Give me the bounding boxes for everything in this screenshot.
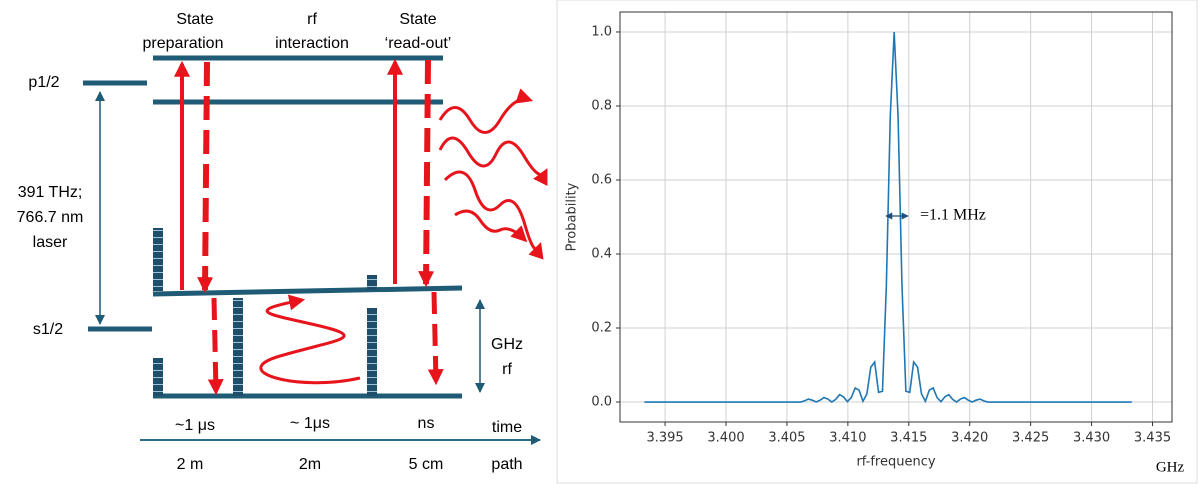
x-tick-label: 3.430 (1073, 431, 1110, 446)
transition-label: 766.7 nm (17, 209, 84, 226)
level-diagram: State preparation rf interaction State ‘… (17, 11, 548, 473)
axis-label: time (492, 419, 522, 436)
y-tick-label: 1.0 (591, 24, 612, 39)
level-label: p1/2 (28, 74, 59, 91)
stage-time: ~ 1μs (290, 415, 330, 432)
x-tick-label: 3.415 (890, 431, 927, 446)
x-tick-label: 3.425 (1012, 431, 1049, 446)
transition-label: 391 THz; (18, 184, 83, 201)
stage-title: interaction (275, 35, 349, 52)
x-tick-label: 3.405 (768, 431, 805, 446)
stage-title: ‘read-out’ (385, 35, 452, 52)
x-tick-label: 3.395 (646, 431, 683, 446)
y-tick-label: 0.4 (591, 247, 612, 262)
stage-title: State (399, 11, 436, 28)
stage-title: preparation (143, 35, 224, 52)
transition-label: laser (33, 234, 68, 251)
x-tick-label: 3.435 (1134, 431, 1171, 446)
chart: rf-frequency Probability GHz 3.395 3.400 3… (556, 0, 1198, 484)
rf-label: rf (502, 361, 512, 378)
chart-frame (556, 0, 1198, 484)
population-bars (153, 228, 377, 396)
stage-title: State (176, 11, 213, 28)
data-line (644, 31, 1132, 404)
stage-path: 5 cm (409, 456, 444, 473)
energy-levels (83, 55, 463, 399)
y-tick-label: 0.8 (591, 98, 612, 113)
stage-path: 2m (299, 456, 321, 473)
x-unit: GHz (1156, 459, 1185, 475)
annotation: =1.1 MHz (920, 207, 986, 224)
rf-label: GHz (491, 336, 523, 353)
x-tick-label: 3.410 (829, 431, 866, 446)
stage-title: rf (307, 11, 317, 28)
axis-label: path (491, 456, 522, 473)
y-tick-label: 0.2 (591, 321, 612, 336)
level-label: s1/2 (33, 321, 63, 338)
stage-path: 2 m (177, 456, 204, 473)
plot-frame (619, 11, 1173, 423)
x-tick-label: 3.420 (951, 431, 988, 446)
x-axis-label: rf-frequency (856, 455, 935, 470)
stage-time: ~1 μs (175, 417, 215, 434)
y-axis-label: Probability (565, 182, 580, 251)
stage-time: ns (418, 415, 435, 432)
y-tick-label: 0.0 (591, 395, 612, 410)
x-tick-label: 3.400 (707, 431, 744, 446)
laser-arrows (174, 58, 548, 396)
y-tick-label: 0.6 (591, 172, 612, 187)
